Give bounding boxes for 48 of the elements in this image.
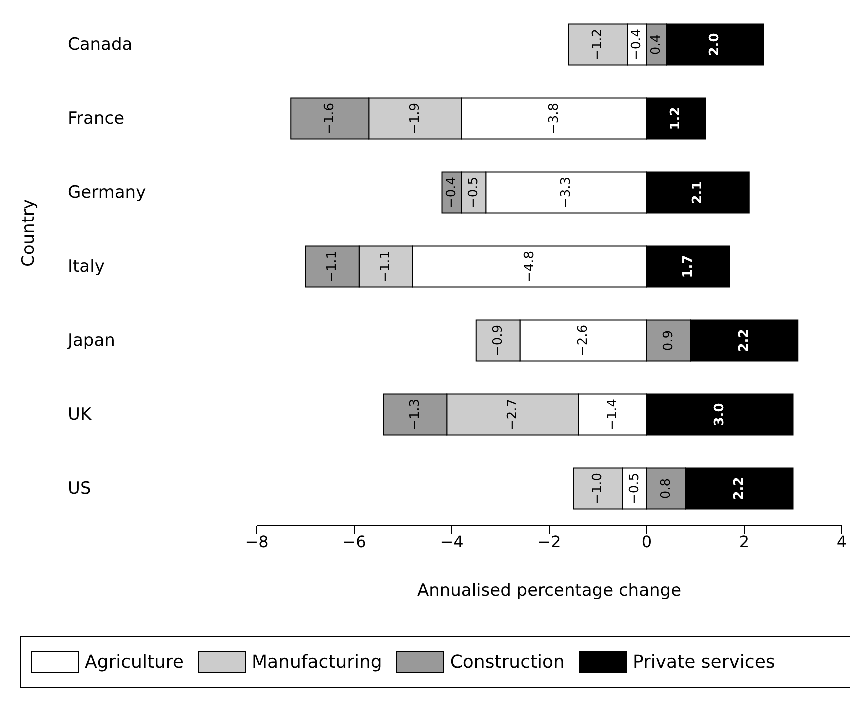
y-tick-label: Germany (68, 183, 146, 203)
data-label: −1.1 (378, 250, 394, 283)
y-tick-label: UK (68, 405, 92, 425)
data-label: 3.0 (712, 403, 728, 426)
legend-label: Private services (632, 652, 776, 672)
data-label: −3.8 (546, 102, 562, 135)
data-label: −0.4 (630, 28, 645, 61)
x-tick-label: 4 (836, 532, 848, 552)
data-label: −2.6 (576, 324, 592, 357)
data-label: 2.0 (708, 33, 723, 56)
y-tick-label: France (68, 109, 125, 129)
data-label: −1.9 (408, 102, 423, 135)
y-tick-label: Italy (68, 257, 105, 277)
data-label: 2.2 (732, 477, 748, 500)
x-tick-label: 0 (642, 532, 652, 552)
data-label: 0.8 (659, 478, 674, 500)
data-label: −1.6 (322, 102, 338, 135)
y-tick-label: Japan (67, 331, 116, 351)
data-label: −0.5 (466, 176, 482, 209)
legend-label: Agriculture (85, 652, 184, 672)
data-label: −0.9 (490, 324, 506, 357)
data-label: −0.5 (627, 472, 642, 505)
x-tick-label: −8 (245, 532, 269, 552)
y-tick-label: Canada (68, 35, 133, 55)
data-label: −1.1 (325, 250, 340, 283)
data-label: 1.7 (680, 255, 696, 278)
y-tick-label: US (68, 479, 92, 499)
data-label: −3.3 (559, 176, 574, 209)
legend-label: Manufacturing (252, 652, 382, 672)
y-axis-title: Country (19, 199, 40, 267)
x-axis-title: Annualised percentage change (417, 581, 682, 601)
data-label: −1.2 (590, 28, 606, 61)
data-label: 1.2 (668, 107, 684, 130)
data-label: −4.8 (522, 250, 538, 283)
data-label: 2.1 (690, 181, 706, 204)
data-label: −0.4 (444, 176, 460, 209)
data-label: −1.4 (605, 398, 620, 431)
data-label: 2.2 (737, 329, 752, 352)
data-label: 0.4 (649, 34, 664, 56)
data-label: −1.3 (408, 398, 423, 431)
x-tick-label: −4 (440, 532, 464, 552)
x-tick-label: −2 (538, 532, 562, 552)
data-label: −2.7 (505, 398, 520, 431)
x-tick-label: 2 (739, 532, 750, 552)
legend-label: Construction (450, 652, 565, 672)
data-label: −1.0 (590, 472, 606, 505)
x-tick-label: −6 (342, 532, 366, 552)
data-label: 0.9 (661, 330, 676, 352)
